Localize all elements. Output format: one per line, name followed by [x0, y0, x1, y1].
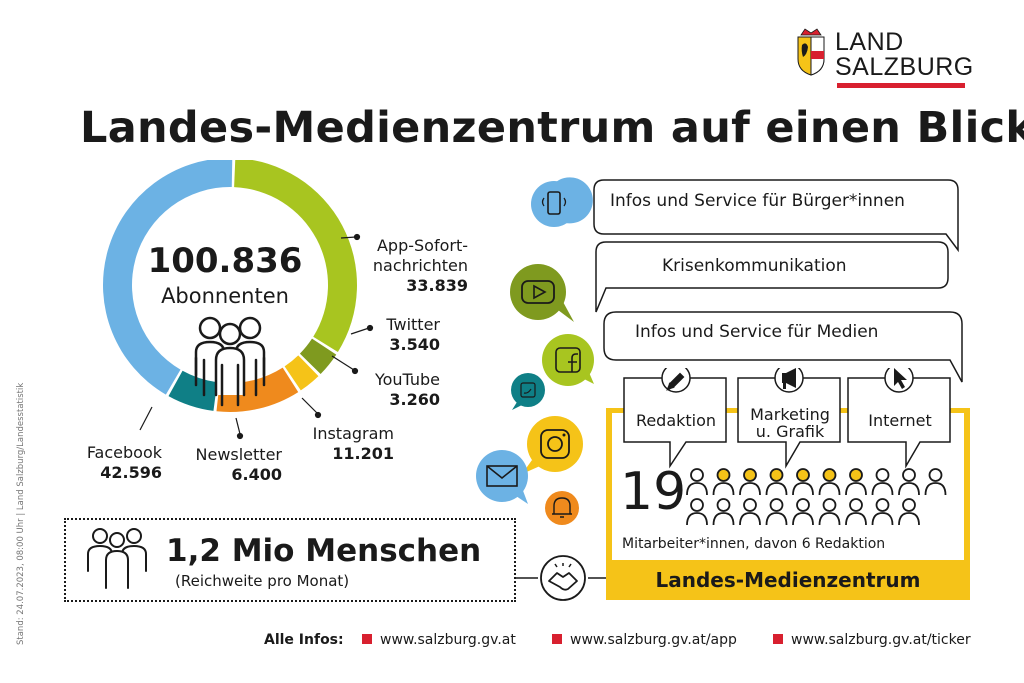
segment-facebook: [103, 160, 233, 395]
staff-person-icon: [818, 498, 841, 526]
reach-subtext: (Reichweite pro Monat): [175, 572, 350, 590]
segment-youtube: [284, 355, 319, 391]
staff-person-icon: [924, 468, 947, 496]
handshake-icon: [540, 555, 586, 601]
label-instagram: Instagram 11.201: [290, 424, 394, 464]
label-newsletter: Newsletter 6.400: [184, 445, 283, 485]
staff-count: 19: [620, 462, 687, 522]
footer-link-3[interactable]: www.salzburg.gv.at/ticker: [773, 632, 971, 648]
facebook-icon: [542, 334, 594, 386]
youtube-icon: [510, 264, 574, 322]
footer-link-1[interactable]: www.salzburg.gv.at: [362, 632, 516, 648]
label-twitter: Twitter 3.540: [350, 315, 440, 355]
label-newsletter-name: Newsletter: [195, 445, 283, 464]
staff-person-icon: [898, 468, 920, 496]
dept-marketing-line1: Marketing: [750, 405, 830, 424]
staff-person-icon: [845, 498, 867, 526]
staff-person-icon: [765, 498, 788, 526]
people-group-icon: [194, 316, 266, 407]
segment-app: [234, 160, 357, 353]
label-youtube: YouTube 3.260: [350, 370, 440, 410]
label-newsletter-value: 6.400: [231, 465, 282, 484]
total-subscribers: 100.836: [147, 241, 303, 281]
twitter-icon: [511, 373, 545, 410]
social-icons: [476, 177, 594, 525]
staff-person-icon: [871, 498, 894, 526]
megaphone-icon: [782, 368, 796, 389]
staff-person-icon: [898, 498, 920, 526]
page-title: Landes-Medienzentrum auf einen Blick: [80, 103, 1024, 153]
speech-bubbles: [593, 179, 963, 383]
footer-link-2-text[interactable]: www.salzburg.gv.at/app: [570, 632, 737, 648]
segment-twitter: [299, 338, 337, 374]
staff-person-icon: [712, 498, 735, 526]
staff-person-icon: [845, 468, 867, 496]
logo: LAND SALZBURG: [795, 27, 975, 91]
label-facebook: Facebook 42.596: [70, 443, 162, 483]
label-app-name-1: App-Sofort-: [376, 236, 468, 255]
label-twitter-value: 3.540: [389, 335, 440, 354]
bubble-crisis: Krisenkommunikation: [662, 256, 847, 276]
mail-icon: [476, 450, 528, 504]
dept-marketing-line2: u. Grafik: [755, 422, 825, 441]
reach-box: [64, 518, 516, 602]
bubble-citizens: Infos und Service für Bürger*innen: [610, 191, 905, 211]
footer-link-1-text[interactable]: www.salzburg.gv.at: [380, 632, 516, 648]
footer-label: Alle Infos:: [264, 632, 344, 648]
reach-headline: 1,2 Mio Menschen: [166, 533, 482, 569]
logo-line-1: LAND: [835, 28, 904, 56]
label-instagram-value: 11.201: [332, 444, 394, 463]
bell-icon: [545, 491, 579, 525]
label-twitter-name: Twitter: [386, 315, 440, 334]
staff-person-icon: [739, 498, 761, 526]
staff-person-icon: [739, 468, 761, 496]
red-square-icon: [552, 634, 562, 644]
label-instagram-name: Instagram: [312, 424, 394, 443]
staff-person-icon: [712, 468, 735, 496]
staff-person-icon: [765, 468, 788, 496]
footer-link-2[interactable]: www.salzburg.gv.at/app: [552, 632, 737, 648]
logo-line-2: SALZBURG: [835, 53, 974, 81]
footer-link-3-text[interactable]: www.salzburg.gv.at/ticker: [791, 632, 971, 648]
staff-person-icon: [792, 498, 814, 526]
staff-icons: [686, 468, 947, 526]
department-boxes: [623, 368, 951, 469]
coat-of-arms-icon: [797, 28, 825, 76]
people-group-icon: [87, 528, 147, 589]
instagram-icon: [522, 416, 583, 474]
label-youtube-name: YouTube: [374, 370, 440, 389]
media-center-name: Landes-Medienzentrum: [655, 568, 921, 592]
donut-chart: [103, 160, 357, 412]
cursor-icon: [894, 368, 907, 389]
dept-internet: Internet: [868, 411, 932, 430]
red-square-icon: [362, 634, 372, 644]
label-app-value: 33.839: [406, 276, 468, 295]
staff-person-icon: [871, 468, 894, 496]
staff-person-icon: [686, 468, 708, 496]
total-subscribers-label: Abonnenten: [161, 284, 289, 308]
staff-person-icon: [792, 468, 814, 496]
logo-underline: [837, 83, 965, 88]
label-youtube-value: 3.260: [389, 390, 440, 409]
pencil-icon: [666, 372, 685, 391]
dept-marketing: Marketing u. Grafik: [740, 406, 840, 440]
label-facebook-name: Facebook: [86, 443, 162, 462]
staff-caption: Mitarbeiter*innen, davon 6 Redaktion: [622, 536, 886, 552]
red-square-icon: [773, 634, 783, 644]
smartphone-icon: [531, 177, 593, 227]
bubble-media: Infos und Service für Medien: [635, 322, 879, 342]
staff-person-icon: [686, 498, 708, 526]
label-facebook-value: 42.596: [100, 463, 162, 482]
dept-redaktion: Redaktion: [635, 411, 717, 430]
staff-person-icon: [818, 468, 841, 496]
label-app: App-Sofort- nachrichten 33.839: [348, 236, 468, 296]
label-app-name-2: nachrichten: [372, 256, 468, 275]
